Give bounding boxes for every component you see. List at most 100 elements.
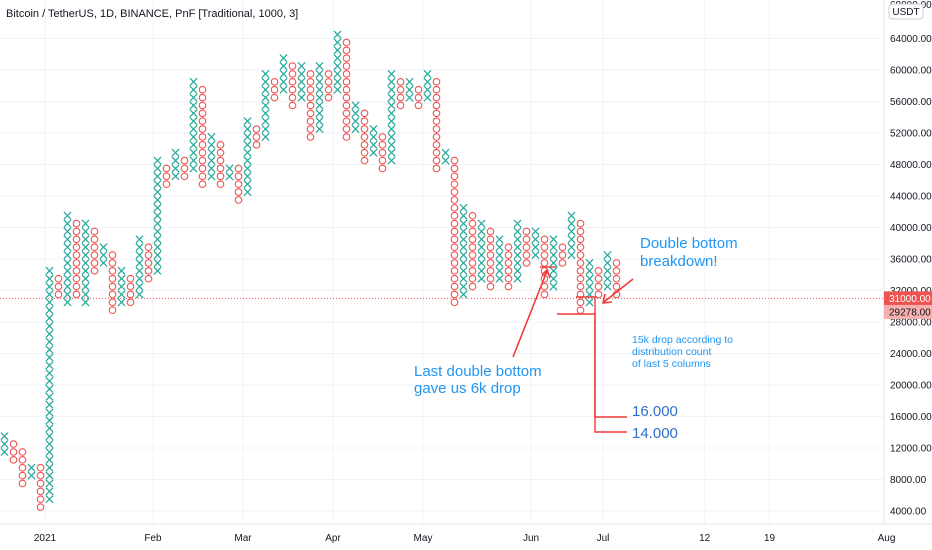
x-column bbox=[405, 77, 414, 102]
o-box bbox=[576, 235, 585, 244]
x-box bbox=[153, 251, 162, 260]
o-box bbox=[90, 251, 99, 259]
x-box bbox=[45, 290, 54, 299]
o-box bbox=[450, 196, 459, 204]
x-column bbox=[135, 235, 144, 299]
x-box bbox=[387, 93, 396, 102]
x-box bbox=[549, 266, 558, 275]
o-box bbox=[468, 251, 477, 259]
x-box bbox=[153, 172, 162, 181]
y-tick-label: 24000.00 bbox=[890, 349, 932, 360]
o-column bbox=[468, 211, 477, 291]
x-box bbox=[45, 424, 54, 433]
o-box bbox=[378, 140, 387, 149]
o-box bbox=[342, 101, 351, 110]
o-box bbox=[144, 266, 153, 275]
time-axis[interactable]: 2021 Feb Mar Apr May Jun Jul 12 19 Aug bbox=[0, 523, 932, 550]
o-box bbox=[342, 85, 351, 94]
x-column bbox=[441, 148, 450, 165]
x-box bbox=[351, 109, 360, 118]
o-column bbox=[252, 125, 261, 149]
o-box bbox=[198, 164, 207, 173]
o-box bbox=[576, 298, 585, 307]
x-box bbox=[243, 117, 252, 126]
o-box bbox=[306, 93, 315, 102]
x-box bbox=[333, 54, 342, 63]
o-box bbox=[576, 251, 585, 259]
x-box bbox=[153, 164, 162, 173]
x-column bbox=[495, 235, 504, 283]
x-box bbox=[315, 93, 324, 102]
x-box bbox=[333, 85, 342, 94]
x-box bbox=[153, 156, 162, 165]
x-box bbox=[333, 30, 342, 39]
x-box bbox=[117, 290, 126, 299]
x-box bbox=[279, 69, 288, 78]
x-box bbox=[315, 101, 324, 110]
x-box bbox=[315, 85, 324, 94]
x-box bbox=[333, 62, 342, 71]
o-column bbox=[396, 77, 405, 110]
o-box bbox=[234, 164, 243, 173]
x-box bbox=[63, 243, 72, 252]
annotations: Double bottom breakdown! 15k drop accord… bbox=[414, 235, 738, 442]
currency-badge[interactable] bbox=[888, 3, 924, 20]
x-box bbox=[333, 46, 342, 55]
x-box bbox=[441, 156, 450, 165]
o-box bbox=[468, 243, 477, 252]
x-box bbox=[45, 408, 54, 417]
o-box bbox=[522, 235, 531, 244]
y-tick-label: 8000.00 bbox=[890, 475, 927, 486]
x-box bbox=[279, 77, 288, 86]
price-axis[interactable]: 4000.00 8000.00 12000.00 16000.00 20000.00 24… bbox=[883, 0, 932, 550]
o-box bbox=[72, 227, 81, 236]
x-box bbox=[45, 440, 54, 449]
x-box bbox=[495, 258, 504, 267]
x-box bbox=[225, 164, 234, 173]
o-box bbox=[594, 290, 603, 299]
x-box bbox=[387, 69, 396, 78]
o-box bbox=[540, 251, 549, 259]
o-box bbox=[432, 93, 441, 102]
x-box bbox=[45, 314, 54, 323]
y-tick-label: 16000.00 bbox=[890, 412, 932, 423]
x-box bbox=[117, 282, 126, 291]
o-box bbox=[252, 140, 261, 149]
o-box bbox=[468, 259, 477, 267]
o-box bbox=[612, 274, 621, 283]
o-box bbox=[432, 101, 441, 110]
x-box bbox=[513, 274, 522, 283]
x-box bbox=[477, 266, 486, 275]
o-box bbox=[90, 227, 99, 236]
x-box bbox=[153, 180, 162, 189]
o-box bbox=[126, 274, 135, 283]
x-column bbox=[513, 219, 522, 283]
o-box bbox=[288, 85, 297, 94]
o-box bbox=[612, 259, 621, 267]
annotation-count-line3: of last 5 columns bbox=[632, 358, 711, 370]
x-box bbox=[171, 164, 180, 173]
o-box bbox=[306, 77, 315, 86]
o-box bbox=[216, 156, 225, 165]
o-box bbox=[342, 70, 351, 78]
target-14000-label: 14.000 bbox=[632, 425, 678, 442]
o-column bbox=[414, 85, 423, 110]
x-box bbox=[369, 140, 378, 149]
x-box bbox=[27, 471, 36, 480]
o-box bbox=[540, 243, 549, 252]
o-column bbox=[486, 227, 495, 291]
o-column bbox=[126, 274, 135, 307]
x-box bbox=[549, 274, 558, 283]
x-box bbox=[45, 274, 54, 283]
o-box bbox=[612, 282, 621, 291]
x-box bbox=[567, 227, 576, 236]
o-box bbox=[72, 259, 81, 267]
price-axis-background bbox=[884, 0, 932, 550]
o-box bbox=[576, 306, 585, 315]
x-box bbox=[387, 156, 396, 165]
x-box bbox=[315, 117, 324, 126]
o-box bbox=[72, 243, 81, 252]
o-box bbox=[486, 266, 495, 275]
x-column bbox=[153, 156, 162, 275]
x-box bbox=[549, 282, 558, 291]
